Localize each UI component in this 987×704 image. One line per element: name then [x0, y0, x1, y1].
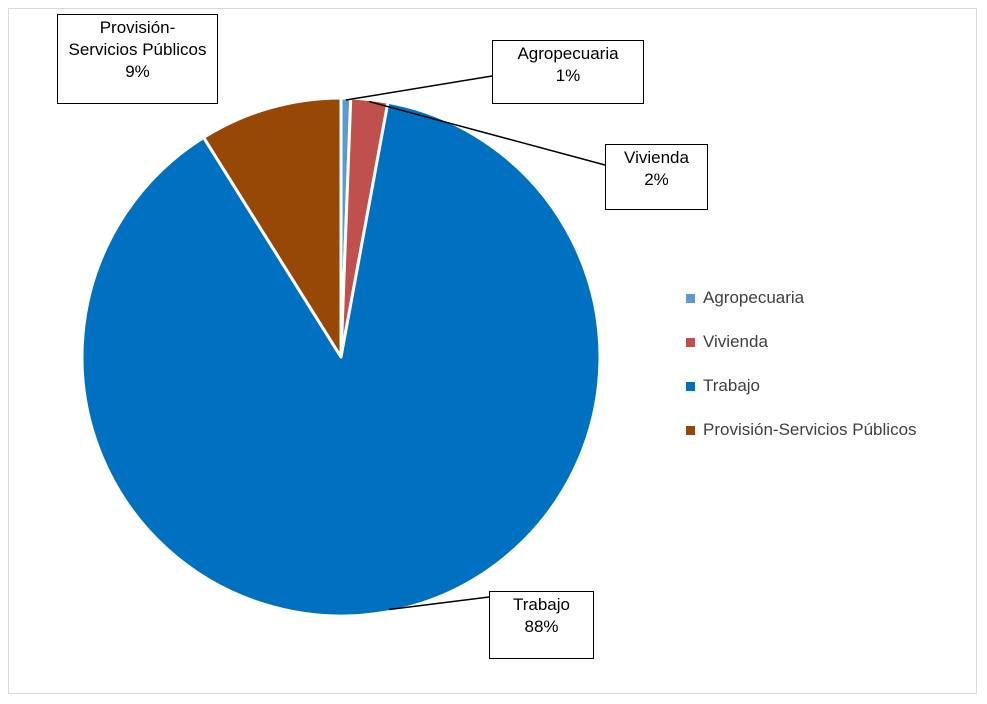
- legend-swatch-vivienda: [686, 337, 695, 347]
- legend-label-trabajo: Trabajo: [703, 376, 761, 395]
- data-label-trabajo-name: Trabajo: [512, 595, 570, 614]
- leader-line-trabajo: [389, 596, 490, 611]
- pie-slice-provision: [202, 96, 343, 359]
- data-label-agropecuaria-value: 1%: [555, 66, 581, 85]
- data-label-provision-value: 9%: [125, 62, 150, 81]
- legend: Agropecuaria Vivienda Trabajo Provisión-…: [686, 276, 917, 452]
- legend-item-agropecuaria: Agropecuaria: [686, 276, 917, 320]
- legend-item-provision: Provisión-Servicios Públicos: [686, 408, 917, 452]
- data-label-vivienda-value: 2%: [644, 170, 669, 189]
- legend-swatch-agropecuaria: [686, 293, 695, 303]
- legend-label-vivienda: Vivienda: [703, 332, 768, 351]
- legend-item-vivienda: Vivienda: [686, 320, 917, 364]
- data-label-trabajo-value: 88%: [524, 617, 559, 636]
- legend-item-trabajo: Trabajo: [686, 364, 917, 408]
- data-label-provision-line2: Servicios Públicos: [68, 40, 207, 59]
- pie-slice-trabajo: [80, 100, 602, 618]
- data-label-trabajo: Trabajo 88%: [489, 591, 594, 659]
- data-label-agropecuaria-name: Agropecuaria: [517, 44, 619, 63]
- legend-swatch-trabajo: [686, 381, 695, 391]
- leader-line-vivienda: [369, 100, 606, 166]
- data-label-provision: Provisión- Servicios Públicos 9%: [57, 14, 218, 104]
- legend-label-provision: Provisión-Servicios Públicos: [703, 420, 917, 439]
- legend-label-agropecuaria: Agropecuaria: [703, 288, 805, 307]
- chart-frame: [8, 8, 977, 694]
- leader-line-agropecuaria: [345, 75, 493, 101]
- data-label-agropecuaria: Agropecuaria 1%: [492, 40, 644, 104]
- data-label-vivienda-name: Vivienda: [624, 148, 689, 167]
- legend-swatch-provision: [686, 425, 695, 435]
- data-label-provision-line1: Provisión-: [99, 18, 176, 37]
- data-label-vivienda: Vivienda 2%: [605, 144, 708, 210]
